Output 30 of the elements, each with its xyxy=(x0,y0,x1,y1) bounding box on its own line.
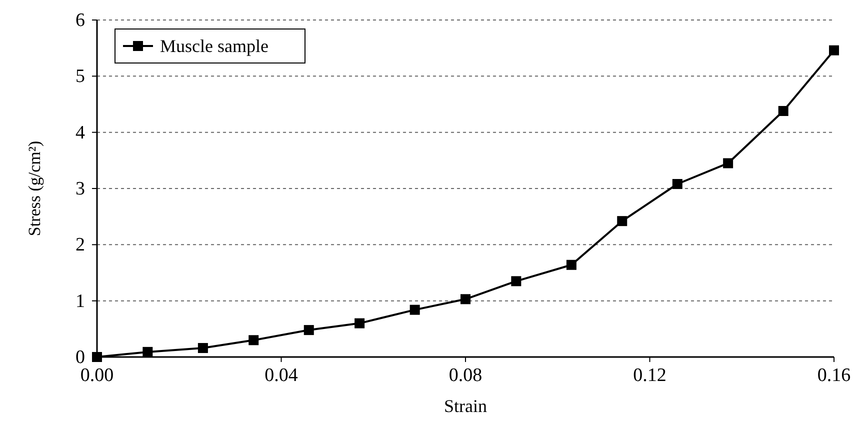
point xyxy=(92,352,102,362)
y-tick-label: 6 xyxy=(76,10,85,31)
y-tick-label: 3 xyxy=(76,178,85,200)
point xyxy=(198,343,208,354)
point xyxy=(778,106,788,116)
y-tick-label: 1 xyxy=(76,290,85,312)
x-tick-label: 0.04 xyxy=(264,365,298,386)
point xyxy=(829,45,839,56)
point xyxy=(511,276,522,286)
point xyxy=(672,179,682,190)
y-tick-label: 0 xyxy=(76,347,85,368)
y-tick-label: 2 xyxy=(76,234,85,256)
x-tick-label: 0.08 xyxy=(448,365,482,386)
x-axis-title: Strain xyxy=(444,396,487,416)
point xyxy=(617,216,628,226)
x-tick-label: 0.12 xyxy=(633,365,666,386)
point xyxy=(460,294,470,304)
point xyxy=(142,346,153,357)
point xyxy=(354,318,365,328)
y-axis-title: Stress (g/cm²) xyxy=(25,140,44,236)
point xyxy=(723,158,734,168)
x-tick-label: 0.00 xyxy=(80,365,114,386)
x-tick-label: 0.16 xyxy=(817,365,851,386)
point xyxy=(304,325,314,336)
point xyxy=(566,260,576,270)
y-tick-label: 5 xyxy=(76,66,85,88)
point xyxy=(410,304,420,315)
point xyxy=(248,335,259,346)
legend-label: Muscle sample xyxy=(160,36,268,56)
y-tick-label: 4 xyxy=(76,122,86,144)
